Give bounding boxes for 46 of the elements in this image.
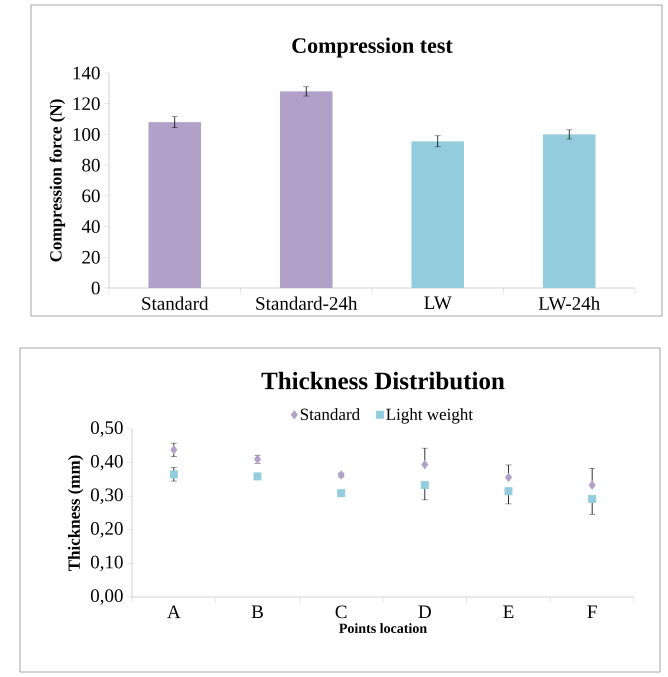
y-tick-label: 40 (82, 220, 100, 233)
y-tick-label: 0,50 (90, 421, 123, 437)
x-tick-label: B (252, 606, 263, 618)
point (504, 472, 512, 482)
x-tick-label: D (418, 606, 431, 618)
point (338, 470, 345, 480)
x-tick-label: F (587, 606, 597, 618)
y-tick-label: 0 (92, 282, 100, 294)
x-tick-label: E (503, 606, 514, 618)
bar (542, 134, 596, 288)
x-tick-label: Standard (142, 296, 208, 310)
y-axis-title: Thickness (mm) (68, 455, 84, 572)
x-tick-label: A (167, 606, 181, 618)
y-tick-label: 120 (74, 97, 100, 110)
point (421, 460, 428, 470)
point (253, 472, 262, 480)
y-tick-label: 0,20 (90, 522, 123, 538)
y-tick-label: 0,10 (90, 556, 123, 572)
y-tick-label: 100 (74, 128, 100, 141)
y-tick-label: 60 (82, 189, 100, 202)
bar (411, 141, 464, 288)
bar (280, 91, 333, 288)
chart-title: Thickness Distribution (261, 372, 504, 390)
point (504, 487, 512, 496)
chart-title: Compression test (292, 38, 453, 58)
legend-label: Light weight (386, 408, 473, 424)
y-tick-label: 140 (74, 66, 100, 80)
point (420, 481, 429, 490)
x-tick-label: LW (424, 296, 452, 310)
y-tick-label: 20 (82, 250, 100, 264)
x-tick-label: Standard-24h (256, 296, 358, 310)
point (170, 470, 178, 478)
bar (148, 122, 202, 288)
point (337, 489, 346, 498)
point (170, 445, 178, 455)
x-tick-label: C (336, 606, 346, 618)
legend-label: Standard (300, 408, 360, 420)
y-axis-title: Compression force (N) (50, 99, 66, 262)
point (588, 480, 596, 490)
y-tick-label: 80 (82, 158, 100, 172)
x-tick-label: LW-24h (538, 296, 600, 310)
y-tick-label: 0,30 (90, 488, 123, 504)
point (588, 494, 596, 503)
x-axis-title: Points location (339, 623, 427, 634)
y-tick-label: 0,00 (90, 589, 123, 605)
y-tick-label: 0,40 (90, 454, 123, 470)
